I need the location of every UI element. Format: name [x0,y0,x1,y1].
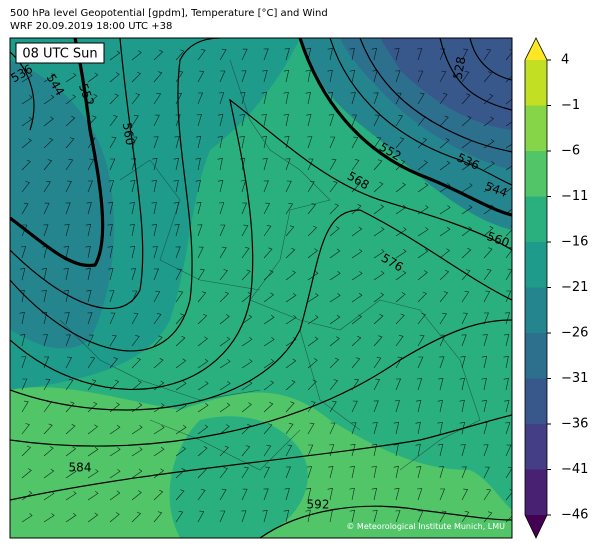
contour [359,38,512,153]
contour [10,319,512,447]
colorbar-extend [525,515,547,538]
time-label: 08 UTC Sun [22,47,97,62]
colorbar-extend [525,38,547,60]
colorbar-tick-label: −21 [561,280,588,295]
colorbar-bin [525,151,547,197]
contour [259,505,512,538]
title: 500 hPa level Geopotential [gpdm], Tempe… [10,8,328,19]
colorbar-tick-label: −16 [561,235,588,250]
colorbar-tick-label: −31 [561,371,588,386]
colorbar-tick-label: −36 [561,417,588,432]
contour-label: 528 [451,55,469,80]
colorbar-bin [525,378,547,424]
colorbar-tick-label: −26 [561,326,588,341]
colorbar-bin [525,242,547,288]
contour [10,38,144,309]
map-frame [9,37,513,539]
contour [329,38,512,186]
contour [298,38,512,217]
contour [10,414,512,501]
contour [10,38,221,352]
map: 536 544 552 560 568 576 552 536 544 560 … [10,38,512,538]
colorbar-tick-label: −46 [561,508,588,523]
subtitle: WRF 20.09.2019 18:00 UTC +38 [10,21,172,32]
contour [10,98,512,390]
colorbar-bin [525,469,547,515]
field [10,60,114,349]
contour-label: 584 [69,461,92,475]
colorbar-bin [525,287,547,333]
field [380,38,512,130]
contour [439,38,512,111]
colorbar-bin [525,424,547,470]
colorbar-tick-label: −6 [561,144,580,159]
colorbar-tick-label: −41 [561,462,588,477]
copyright: © Meteorological Institute Munich, LMU [346,522,505,531]
borders [59,59,481,471]
colorbar-tick-label: 4 [561,53,569,68]
colorbar-bin [525,333,547,379]
contour [10,209,512,411]
contour [469,38,512,81]
colorbar-bin [525,196,547,242]
time-box [15,42,105,64]
colorbar: −46 −41 −36 −31 −26 −21 −16 −11 −6 −1 4 [524,37,588,539]
contour [10,38,105,268]
contour-label: 560 [120,121,138,146]
colorbar-tick-label: −1 [561,98,580,113]
colorbar-bin [525,60,547,106]
colorbar-bin [525,105,547,151]
contour-label: 592 [307,498,330,512]
colorbar-tick-label: −11 [561,189,588,204]
